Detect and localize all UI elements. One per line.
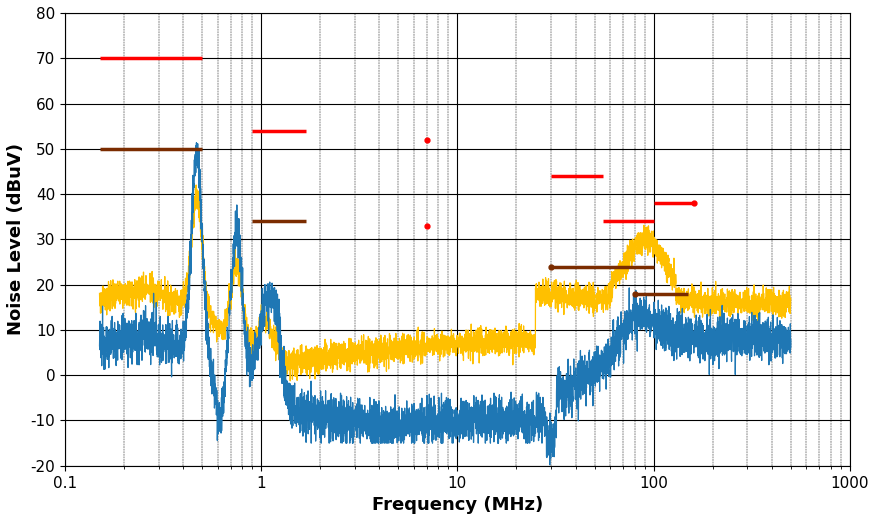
X-axis label: Frequency (MHz): Frequency (MHz)	[371, 496, 543, 514]
Y-axis label: Noise Level (dBuV): Noise Level (dBuV)	[7, 143, 25, 336]
